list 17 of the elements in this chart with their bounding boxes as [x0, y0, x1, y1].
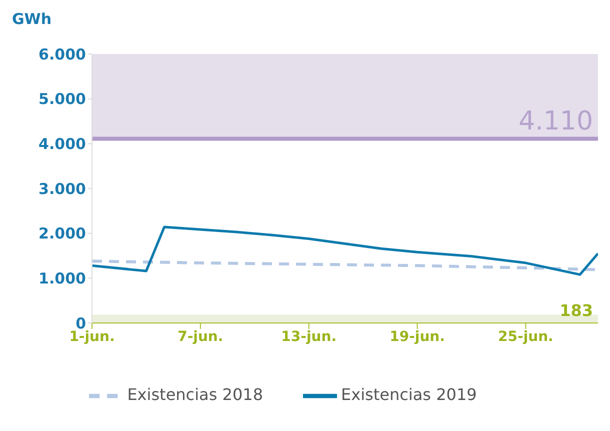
y-axis-title: GWh — [12, 10, 52, 28]
y-tick-label: 4.000 — [38, 134, 86, 153]
legend-label: Existencias 2018 — [127, 385, 263, 404]
x-tick-label: 25-jun. — [498, 328, 554, 345]
x-tick-label: 13-jun. — [281, 328, 337, 345]
line-series — [92, 226, 598, 276]
y-tick-label: 2.000 — [38, 224, 86, 243]
band-label: 4.110 — [518, 106, 593, 137]
x-tick-label: 7-jun. — [178, 328, 224, 345]
x-tick-label: 19-jun. — [390, 328, 445, 345]
y-tick-label: 6.000 — [38, 45, 86, 64]
y-tick-label: 1.000 — [38, 269, 86, 288]
y-tick-label: 3.000 — [38, 180, 86, 198]
band-label: 183 — [560, 301, 593, 320]
legend-label: Existencias 2019 — [341, 385, 477, 404]
line-series — [92, 260, 598, 272]
y-tick-label: 5.000 — [38, 90, 86, 108]
